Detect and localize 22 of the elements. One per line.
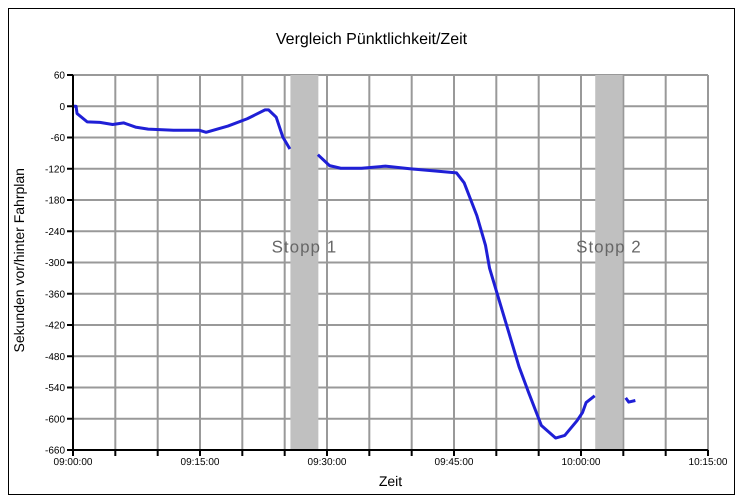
x-tick-label: 10:15:00 — [688, 457, 728, 468]
y-tick-label: -600 — [44, 414, 66, 426]
y-tick-label: 60 — [54, 70, 66, 82]
y-tick-label: -660 — [44, 446, 66, 457]
x-axis-title: Zeit — [378, 473, 402, 489]
y-tick-label: -180 — [44, 196, 66, 207]
y-tick-label: -60 — [50, 133, 66, 144]
chart-title: Vergleich Pünktlichkeit/Zeit — [274, 31, 468, 49]
y-axis-title: Sekunden vor/hinter Fahrplan — [10, 168, 27, 352]
x-tick-label: 09:15:00 — [180, 457, 220, 468]
y-tick-label: -240 — [44, 226, 66, 238]
y-tick-label: -120 — [44, 164, 66, 176]
y-tick-label: -480 — [44, 352, 66, 363]
y-tick-label: -540 — [44, 383, 66, 394]
x-tick-label: 10:00:00 — [562, 457, 601, 468]
x-tick-label: 09:45:00 — [434, 457, 474, 468]
y-tick-label: -300 — [44, 258, 66, 270]
x-tick-label: 09:00:00 — [54, 457, 93, 468]
y-tick-label: -420 — [44, 320, 66, 332]
y-tick-label: -360 — [44, 289, 66, 300]
y-tick-label: 0 — [59, 102, 66, 113]
x-tick-label: 09:30:00 — [308, 457, 347, 468]
